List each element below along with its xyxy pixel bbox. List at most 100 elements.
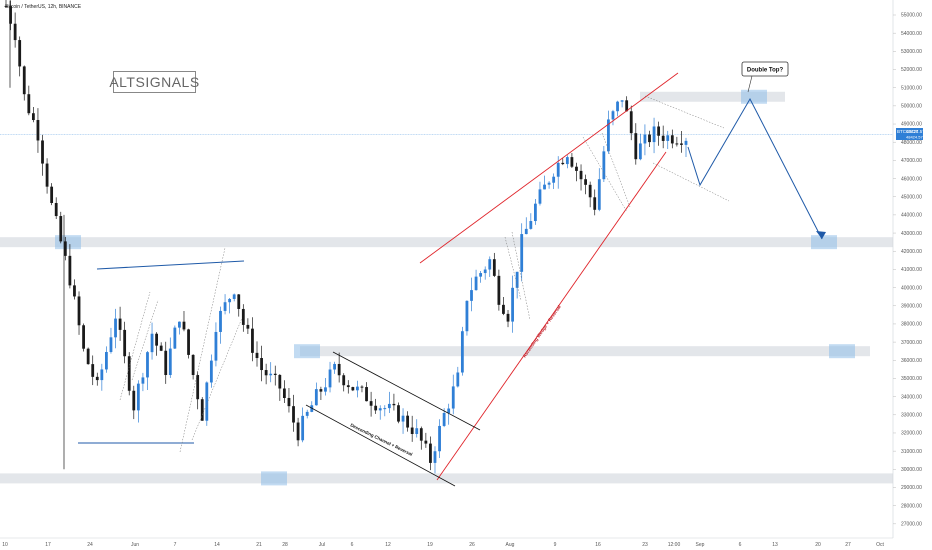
x-tick-label: 27: [845, 542, 851, 548]
candle-body: [209, 360, 213, 383]
candle-body: [337, 363, 341, 376]
candle-body: [319, 389, 323, 392]
candle-body: [273, 373, 277, 375]
candle-body: [497, 275, 501, 305]
candle-body: [419, 428, 423, 441]
drawings: [78, 72, 826, 487]
wedge-upper-line: [419, 72, 679, 264]
candle-body: [670, 135, 674, 144]
candle-body: [584, 179, 587, 185]
y-tick-label: 30000.00: [901, 467, 922, 473]
candle-body: [515, 271, 519, 288]
candle-body: [502, 304, 505, 314]
zone-resistance-top: [640, 91, 785, 102]
zone-marker: [811, 235, 837, 250]
zone-marker: [294, 344, 320, 359]
candle-body: [597, 179, 601, 210]
candle-body: [105, 351, 108, 370]
candle-body: [565, 157, 569, 165]
candle-body: [155, 333, 159, 346]
dashed-guide: [582, 136, 628, 213]
candle-body: [36, 120, 40, 141]
dashed-guide: [179, 247, 226, 453]
x-tick-label: 9: [554, 542, 557, 548]
x-tick-label: 23: [642, 542, 648, 548]
candle-body: [141, 377, 145, 384]
price-tag-symbol: BTCUSDT: [897, 129, 919, 134]
x-tick-label: 17: [45, 542, 51, 548]
chart-title: Bitcoin / TetherUS, 12h, BINANCE: [5, 4, 82, 10]
candle-body: [433, 451, 437, 463]
y-tick-label: 43000.00: [901, 231, 922, 237]
candle-body: [314, 389, 318, 406]
candle-body: [474, 276, 478, 291]
x-tick-label: 28: [282, 542, 288, 548]
candle-body: [634, 133, 638, 160]
zone-support-mid: [300, 346, 870, 357]
y-tick-label: 45000.00: [901, 194, 922, 200]
x-tick-label: 12:00: [668, 542, 681, 548]
x-tick-label: Jul: [319, 542, 325, 548]
candle-body: [543, 184, 546, 190]
candle-body: [223, 302, 227, 311]
candle-body: [22, 66, 26, 95]
candle-body: [351, 387, 355, 391]
candle-body: [488, 259, 492, 270]
candle-body: [561, 162, 565, 165]
candle-body: [100, 369, 104, 381]
candle-body: [251, 328, 254, 353]
y-tick-label: 51000.00: [901, 85, 922, 91]
time-axis[interactable]: 10 17 24 Jun 7 14 21 28 Jul 6 12 19 26 Aug 9 16 23 12:00 S…: [0, 537, 893, 548]
x-tick-label: 26: [469, 542, 475, 548]
y-tick-label: 54000.00: [901, 31, 922, 37]
y-tick-label: 35000.00: [901, 376, 922, 382]
y-tick-label: 38000.00: [901, 322, 922, 328]
candle-body: [228, 298, 232, 303]
candle-body: [282, 388, 286, 398]
price-axis[interactable]: 27000.00 28000.00 29000.00 30000.00 31000.00…: [892, 0, 922, 538]
candle-body: [483, 269, 487, 274]
double-top-callout: Double Top?: [741, 61, 789, 93]
dashed-guide: [644, 95, 725, 129]
candle-body: [146, 352, 149, 378]
x-tick-label: Jun: [131, 542, 139, 548]
dashed-guide: [191, 317, 243, 441]
range-top-line: [96, 260, 245, 270]
y-tick-label: 52000.00: [901, 67, 922, 73]
candle-body: [374, 405, 378, 411]
y-tick-label: 37000.00: [901, 340, 922, 346]
candle-body: [547, 182, 551, 185]
dashed-guide: [131, 299, 159, 381]
x-tick-label: Oct: [876, 542, 884, 548]
y-tick-label: 31000.00: [901, 449, 922, 455]
candle-body: [442, 412, 446, 426]
candle-body: [41, 140, 44, 164]
candle-body: [264, 370, 268, 376]
y-tick-label: 39000.00: [901, 303, 922, 309]
candle-body: [255, 352, 259, 359]
candle-body: [397, 405, 400, 422]
candle-body: [205, 382, 209, 421]
candle-body: [369, 401, 373, 406]
x-tick-label: 19: [427, 542, 433, 548]
x-tick-label: 16: [595, 542, 601, 548]
candle-body: [392, 403, 396, 406]
candle-body: [123, 329, 127, 357]
candle-body: [9, 6, 12, 24]
candle-body: [214, 331, 218, 361]
candle-body: [18, 40, 22, 67]
candle-body: [570, 157, 574, 167]
candle-body: [611, 111, 615, 120]
candle-body: [529, 221, 533, 229]
candle-body: [31, 113, 35, 121]
candle-body: [556, 162, 560, 177]
candle-body: [438, 425, 441, 452]
candle-body: [410, 427, 414, 434]
candle-body: [661, 135, 665, 141]
price-tag-price: 48424.57: [906, 129, 925, 134]
candle-body: [460, 331, 464, 373]
y-tick-label: 28000.00: [901, 503, 922, 509]
candle-body: [328, 369, 332, 388]
x-tick-label: 6: [739, 542, 742, 548]
